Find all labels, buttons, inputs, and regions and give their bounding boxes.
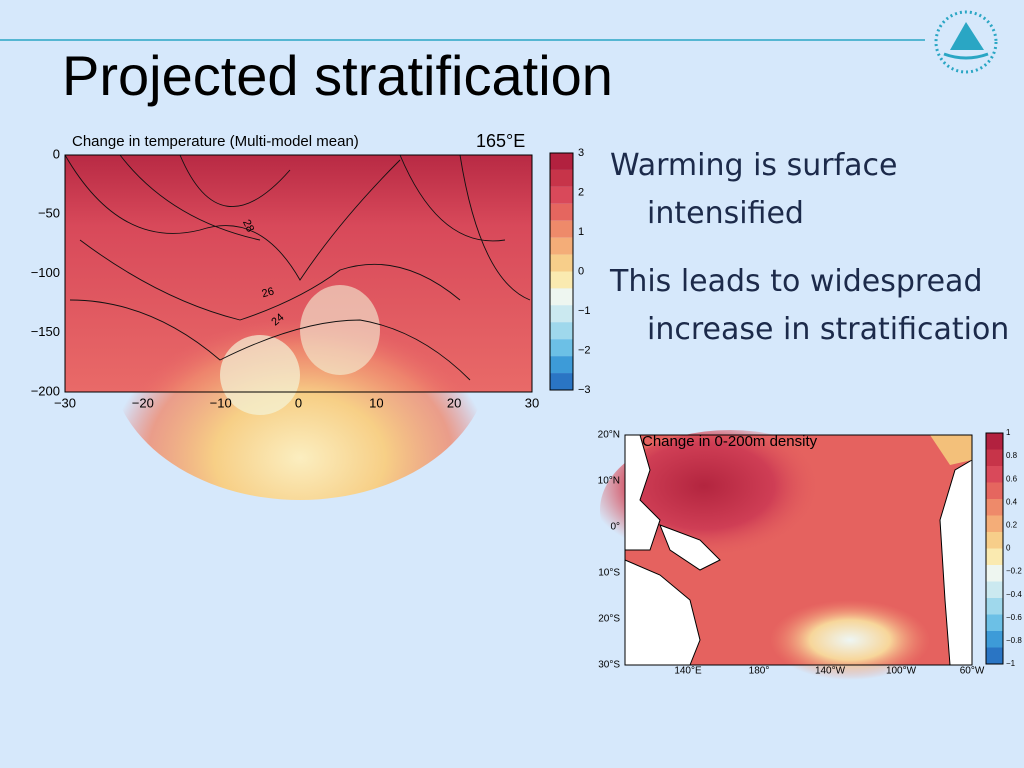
bullet: This leads to widespread increase in str…: [610, 264, 1010, 347]
colorbar-label: 0: [578, 265, 584, 277]
y-tick-label: −100: [31, 265, 60, 280]
colorbar-cell: [986, 532, 1003, 549]
colorbar-label: 1: [1006, 428, 1011, 437]
y-tick-label: 30°S: [598, 660, 620, 671]
figure-density-map: [600, 430, 973, 680]
colorbar-cell: [550, 220, 573, 238]
x-tick-label: −30: [54, 395, 76, 410]
colorbar-frame: [549, 152, 574, 391]
figure-title: Change in temperature (Multi-model mean): [72, 133, 359, 150]
x-tick-label: 30: [525, 395, 539, 410]
colorbar-cell: [550, 288, 573, 306]
colorbar-cell: [986, 482, 1003, 499]
colorbar-cell: [986, 433, 1003, 450]
colorbar-cell: [986, 631, 1003, 648]
slide-title: Projected stratification: [62, 44, 613, 107]
y-tick-label: −50: [38, 206, 60, 221]
figure-temperature: [64, 154, 533, 500]
colorbar-label: 3: [578, 147, 584, 159]
figure-location: 165°E: [476, 131, 525, 151]
y-tick-label: 0°: [610, 522, 620, 533]
x-tick-label: −10: [210, 395, 232, 410]
x-tick-label: 10: [369, 395, 383, 410]
colorbar-label: 2: [578, 186, 584, 198]
colorbar-cell: [986, 647, 1003, 664]
colorbar-label: −1: [578, 305, 591, 317]
colorbar-cell: [986, 466, 1003, 483]
x-tick-label: 100°W: [886, 666, 917, 677]
colorbar-label: 1: [578, 226, 584, 238]
colorbar-label: 0: [1006, 544, 1011, 553]
y-tick-label: 20°N: [598, 430, 620, 441]
colorbar-cell: [550, 271, 573, 289]
x-tick-label: 60°W: [960, 666, 985, 677]
colorbar-cell: [550, 186, 573, 204]
logo: [934, 10, 998, 74]
y-tick-label: 10°S: [598, 568, 620, 579]
bullet: Warming is surface intensified: [610, 148, 898, 231]
colorbar-label: 0.2: [1006, 521, 1018, 530]
colorbar-label: 0.4: [1006, 497, 1018, 506]
colorbar-label: −0.4: [1006, 590, 1022, 599]
colorbar-cell: [986, 614, 1003, 631]
colorbar-cell: [550, 373, 573, 390]
colorbar-label: −2: [578, 344, 591, 356]
y-tick-label: 0: [53, 146, 60, 161]
colorbar-cell: [986, 581, 1003, 598]
colorbar-cell: [550, 305, 573, 323]
colorbar-cell: [550, 339, 573, 357]
colorbar-frame: [985, 432, 1004, 665]
colorbar-cell: [986, 548, 1003, 565]
contour-label: 28: [240, 218, 256, 234]
x-tick-label: 140°W: [815, 666, 846, 677]
colorbar-cell: [986, 565, 1003, 582]
x-tick-label: 140°E: [674, 666, 702, 677]
colorbar-label: −3: [578, 384, 591, 396]
colorbar-label: −0.8: [1006, 636, 1022, 645]
colorbar-cell: [550, 237, 573, 255]
x-tick-label: 0: [295, 395, 302, 410]
colorbar-label: −1: [1006, 659, 1016, 668]
y-tick-label: −150: [31, 324, 60, 339]
colorbar-label: −0.2: [1006, 567, 1022, 576]
y-tick-label: 20°S: [598, 614, 620, 625]
contour-label: 26: [261, 286, 276, 301]
colorbar-cell: [550, 153, 573, 170]
x-tick-label: 20: [447, 395, 461, 410]
x-tick-label: 180°: [749, 666, 770, 677]
colorbar-label: 0.6: [1006, 474, 1018, 483]
colorbar-cell: [986, 598, 1003, 615]
colorbar-cell: [986, 449, 1003, 466]
figure-title: Change in 0-200m density: [642, 433, 818, 450]
colorbar-label: −0.6: [1006, 613, 1022, 622]
colorbar-cell: [550, 254, 573, 272]
y-tick-label: 10°N: [598, 476, 620, 487]
colorbar-label: 0.8: [1006, 451, 1018, 460]
colorbar-cell: [550, 203, 573, 221]
colorbar-cell: [550, 169, 573, 187]
colorbar-cell: [550, 356, 573, 374]
colorbar-cell: [986, 499, 1003, 516]
x-tick-label: −20: [132, 395, 154, 410]
y-tick-label: −200: [31, 383, 60, 398]
colorbar-cell: [550, 322, 573, 340]
colorbar-cell: [986, 515, 1003, 532]
